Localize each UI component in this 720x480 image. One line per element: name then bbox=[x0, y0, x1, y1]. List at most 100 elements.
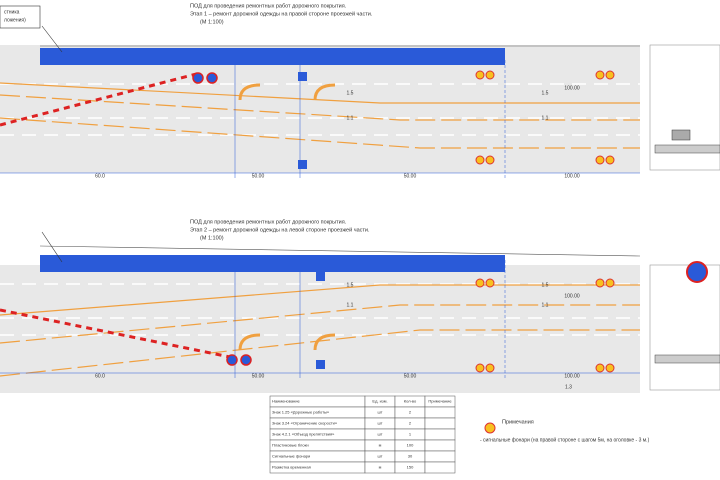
callout-text: ложения) bbox=[4, 17, 26, 23]
dim-label: 50.00 bbox=[252, 173, 265, 179]
road-edge bbox=[39, 245, 641, 257]
temp-marking bbox=[0, 94, 640, 121]
table-text: 100 bbox=[407, 443, 414, 448]
light bbox=[605, 278, 615, 288]
arrow bbox=[313, 333, 336, 351]
light bbox=[595, 155, 605, 165]
table-text: 2 bbox=[409, 410, 412, 415]
lane-label: 1.1 bbox=[347, 115, 354, 121]
callout-text: стника bbox=[4, 9, 20, 15]
light bbox=[595, 278, 605, 288]
barrier bbox=[0, 308, 236, 360]
plan-title: (М 1:100) bbox=[200, 235, 224, 241]
light bbox=[485, 278, 495, 288]
arrow bbox=[313, 83, 336, 101]
sign bbox=[192, 72, 204, 84]
table-text: Сигнальные фонари bbox=[272, 454, 310, 459]
light bbox=[475, 155, 485, 165]
work-zone bbox=[40, 48, 505, 65]
table-cell bbox=[424, 461, 456, 474]
dim-label: 50.00 bbox=[252, 373, 265, 379]
light bbox=[485, 70, 495, 80]
table-text: шт bbox=[377, 454, 382, 459]
work-zone bbox=[40, 255, 505, 272]
section-sign bbox=[686, 261, 708, 283]
table-cell bbox=[424, 428, 456, 441]
table-text: Знак 1.25 «Дорожные работы» bbox=[272, 410, 330, 415]
sign bbox=[206, 72, 218, 84]
arrow bbox=[238, 333, 261, 351]
road bbox=[0, 45, 640, 173]
table-text: Примечание bbox=[428, 399, 452, 404]
lane-label: 1.1 bbox=[542, 302, 549, 308]
section-base bbox=[654, 144, 720, 154]
light bbox=[485, 363, 495, 373]
plan-title: Этап 1 – ремонт дорожной одежды на право… bbox=[190, 10, 373, 17]
table-text: шт bbox=[377, 432, 382, 437]
temp-marking bbox=[0, 117, 640, 149]
plan-title: ПОД для проведения ремонтных работ дорож… bbox=[190, 219, 347, 225]
arrow bbox=[238, 83, 261, 101]
table-text: 30 bbox=[408, 454, 413, 459]
table-text: Знак 3.24 «Ограничение скорости» bbox=[272, 421, 338, 426]
callout-line bbox=[41, 25, 63, 53]
dim-label: 60.0 bbox=[95, 173, 105, 179]
sign bbox=[316, 272, 325, 281]
section-block bbox=[671, 129, 691, 141]
scale-note: 1.3 bbox=[565, 384, 572, 390]
sign bbox=[298, 72, 307, 81]
dim-label: 60.0 bbox=[95, 373, 105, 379]
dim-label: 50.00 bbox=[404, 173, 417, 179]
table-text: Кол-во bbox=[404, 399, 417, 404]
dim-label: 100.00 bbox=[564, 85, 580, 91]
lane-label: 1.5 bbox=[542, 90, 549, 96]
legend-icon bbox=[484, 422, 496, 434]
legend-title: Примечания bbox=[502, 419, 534, 425]
table-cell bbox=[424, 406, 456, 419]
sign bbox=[298, 160, 307, 169]
table-cell bbox=[424, 450, 456, 463]
temp-marking bbox=[0, 284, 640, 316]
table-text: 150 bbox=[407, 465, 414, 470]
table-text: м bbox=[379, 443, 382, 448]
table-text: Знак 4.2.1 «Объезд препятствия» bbox=[272, 432, 335, 437]
light bbox=[475, 70, 485, 80]
light bbox=[485, 155, 495, 165]
lane-label: 1.1 bbox=[347, 302, 354, 308]
section-frame bbox=[649, 264, 720, 391]
temp-marking bbox=[0, 304, 640, 344]
table-text: Ед. изм. bbox=[372, 399, 387, 404]
light bbox=[605, 70, 615, 80]
light bbox=[595, 70, 605, 80]
section-base bbox=[654, 354, 720, 364]
section-frame bbox=[649, 44, 720, 171]
light bbox=[605, 155, 615, 165]
dim-label: 50.00 bbox=[404, 373, 417, 379]
table-text: шт bbox=[377, 421, 382, 426]
light bbox=[605, 363, 615, 373]
light bbox=[475, 278, 485, 288]
dim-label: 100.00 bbox=[564, 293, 580, 299]
dim-label: 100.00 bbox=[564, 373, 580, 379]
callout-line bbox=[41, 231, 63, 263]
table-text: Наименование bbox=[272, 399, 301, 404]
temp-marking bbox=[0, 82, 640, 104]
lane-label: 1.5 bbox=[347, 90, 354, 96]
light bbox=[475, 363, 485, 373]
dim-label: 100.00 bbox=[564, 173, 580, 179]
sign bbox=[316, 360, 325, 369]
plan-title: ПОД для проведения ремонтных работ дорож… bbox=[190, 3, 347, 9]
light bbox=[595, 363, 605, 373]
sign bbox=[240, 354, 252, 366]
plan-title: Этап 2 – ремонт дорожной одежды на левой… bbox=[190, 226, 370, 233]
barrier bbox=[0, 71, 201, 127]
lane-label: 1.5 bbox=[347, 282, 354, 288]
table-text: Разметка временная bbox=[272, 465, 311, 470]
table-text: шт bbox=[377, 410, 382, 415]
table-cell bbox=[424, 439, 456, 452]
road bbox=[0, 265, 640, 393]
table-text: м bbox=[379, 465, 382, 470]
plan-title: (М 1:100) bbox=[200, 19, 224, 25]
table-text: 2 bbox=[409, 421, 412, 426]
